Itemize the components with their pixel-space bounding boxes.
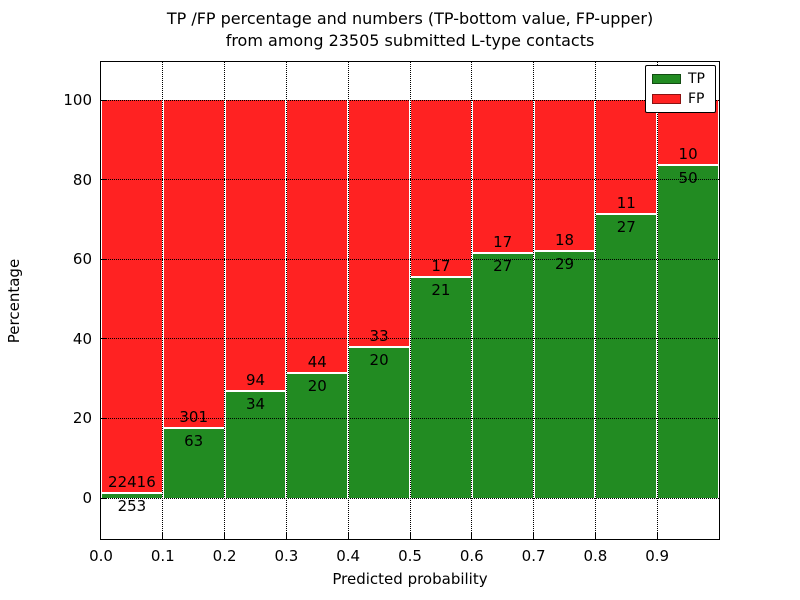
x-tick-mark xyxy=(533,533,535,539)
annotation-fp-count: 94 xyxy=(245,371,266,390)
chart-title-line1: TP /FP percentage and numbers (TP-bottom… xyxy=(166,9,654,28)
x-tick-mark xyxy=(594,533,596,539)
bar-fp xyxy=(287,100,348,374)
y-tick-label: 0 xyxy=(82,489,92,507)
bar-fp xyxy=(102,100,162,494)
chart-title: TP /FP percentage and numbers (TP-bottom… xyxy=(100,8,720,52)
annotation-tp-count: 21 xyxy=(431,281,451,300)
legend: TP FP xyxy=(645,65,716,113)
bar-tp xyxy=(411,278,471,498)
annotation-tp-count: 50 xyxy=(678,169,698,188)
x-tick-mark xyxy=(347,533,349,539)
annotation-tp-count: 27 xyxy=(493,256,513,275)
bar-tp xyxy=(225,392,286,498)
y-tick-label: 20 xyxy=(72,409,92,428)
annotation-fp-count: 33 xyxy=(369,326,389,345)
y-tick-mark xyxy=(101,258,107,260)
grid-line-horizontal xyxy=(101,99,719,101)
y-tick-label: 80 xyxy=(72,170,92,189)
grid-line-vertical xyxy=(533,62,535,539)
x-tick-label: 0.3 xyxy=(274,547,299,565)
bar-fp xyxy=(163,100,224,430)
grid-line-horizontal xyxy=(101,179,719,181)
grid-line-vertical xyxy=(409,62,411,539)
bar-tp xyxy=(102,493,162,498)
bar-tp xyxy=(163,429,224,498)
legend-label-tp: TP xyxy=(688,71,705,88)
x-tick-label: 0.4 xyxy=(336,547,361,565)
x-tick-label: 0.5 xyxy=(398,547,422,565)
annotation-fp-count: 17 xyxy=(431,257,451,276)
y-tick-mark xyxy=(101,179,107,181)
annotation-fp-count: 44 xyxy=(307,352,327,371)
x-tick-label: 0.0 xyxy=(89,547,113,565)
annotation-tp-count: 20 xyxy=(369,350,389,369)
y-tick-label: 60 xyxy=(72,250,92,269)
grid-line-horizontal xyxy=(101,417,719,419)
y-tick-mark xyxy=(101,497,107,499)
bar-fp xyxy=(225,100,286,393)
x-tick-mark xyxy=(224,533,226,539)
bar-fp xyxy=(596,100,657,216)
annotation-tp-count: 253 xyxy=(117,496,147,515)
grid-line-vertical xyxy=(656,62,658,539)
x-tick-label: 0.2 xyxy=(212,547,237,565)
x-tick-label: 0.9 xyxy=(645,547,670,565)
annotation-fp-count: 18 xyxy=(554,231,575,250)
y-tick-mark xyxy=(101,99,107,101)
x-tick-mark xyxy=(162,533,164,539)
annotation-tp-count: 29 xyxy=(554,255,575,274)
annotation-tp-count: 20 xyxy=(307,376,327,395)
legend-label-fp: FP xyxy=(688,90,705,107)
y-tick-label: 100 xyxy=(63,91,92,109)
bar-tp xyxy=(472,253,533,498)
x-tick-label: 0.7 xyxy=(521,547,546,565)
annotation-fp-count: 22416 xyxy=(108,472,156,491)
y-tick-mark xyxy=(101,417,107,419)
chart-title-line2: from among 23505 submitted L-type contac… xyxy=(225,31,595,50)
grid-line-vertical xyxy=(285,62,287,539)
grid-line-vertical xyxy=(471,62,473,539)
bar-tp xyxy=(534,252,595,498)
bar-tp xyxy=(596,215,657,498)
grid-line-vertical xyxy=(347,62,349,539)
bar-fp xyxy=(472,100,533,254)
legend-item-tp: TP xyxy=(652,71,709,87)
x-tick-label: 0.6 xyxy=(459,547,484,565)
bar-tp xyxy=(287,373,348,498)
y-tick-mark xyxy=(101,338,107,340)
y-tick-label: 40 xyxy=(72,329,92,348)
x-tick-mark xyxy=(285,533,287,539)
annotation-fp-count: 11 xyxy=(616,194,636,213)
legend-item-fp: FP xyxy=(652,91,709,107)
bar-fp xyxy=(411,100,471,279)
annotation-tp-count: 34 xyxy=(245,395,266,414)
grid-line-horizontal xyxy=(101,497,719,499)
annotation-fp-count: 10 xyxy=(678,145,698,164)
bar-tp xyxy=(349,347,409,498)
x-tick-mark xyxy=(656,533,658,539)
annotation-fp-count: 301 xyxy=(179,408,209,427)
bar-fp xyxy=(349,100,409,348)
x-tick-label: 0.8 xyxy=(583,547,608,565)
legend-swatch-tp-icon xyxy=(652,74,681,85)
annotation-tp-count: 63 xyxy=(184,432,204,451)
annotation-fp-count: 17 xyxy=(493,232,513,251)
x-tick-mark xyxy=(409,533,411,539)
annotation-tp-count: 27 xyxy=(616,218,636,237)
x-tick-label: 0.1 xyxy=(150,547,175,565)
legend-swatch-fp-icon xyxy=(652,93,681,104)
plot-area: 22416 253 301 63 94 34 44 20 33 20 17 21 17 27 18 29 11 2… xyxy=(100,61,720,540)
grid-line-vertical xyxy=(162,62,164,539)
y-axis-label: Percentage xyxy=(5,258,23,344)
grid-line-vertical xyxy=(594,62,596,539)
grid-line-horizontal xyxy=(101,338,719,340)
x-axis-label: Predicted probability xyxy=(332,570,488,588)
x-tick-mark xyxy=(471,533,473,539)
grid-line-horizontal xyxy=(101,258,719,260)
bar-tp xyxy=(658,166,718,498)
grid-line-vertical xyxy=(224,62,226,539)
bar-fp xyxy=(534,100,595,253)
